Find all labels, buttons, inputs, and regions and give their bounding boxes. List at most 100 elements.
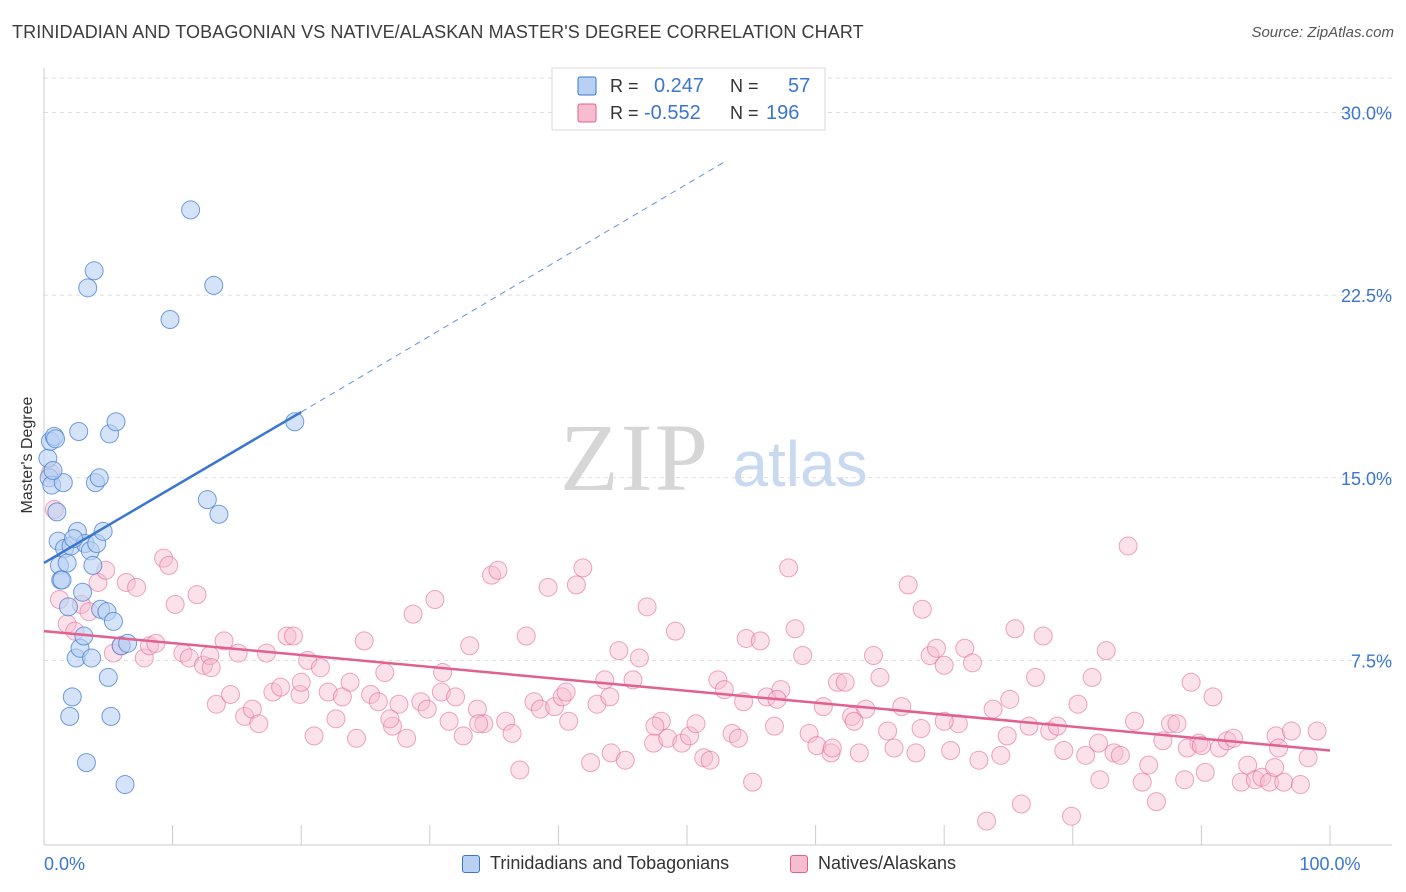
data-point-natives <box>813 697 833 717</box>
data-point-natives <box>201 658 221 678</box>
data-point-natives <box>835 672 855 692</box>
data-point-natives <box>793 646 813 666</box>
legend-item-trinidadians: Trinidadians and Tobagonians <box>462 853 729 874</box>
legend-swatch-pink <box>577 103 597 123</box>
data-point-natives <box>496 711 516 731</box>
data-point-natives <box>764 716 784 736</box>
data-point-natives <box>1191 736 1211 756</box>
data-point-natives <box>1231 772 1251 792</box>
data-point-natives <box>686 714 706 734</box>
data-point-natives <box>206 694 226 714</box>
trend-line-natives <box>43 629 1331 752</box>
legend-item-natives: Natives/Alaskans <box>790 853 956 874</box>
axes: 7.5% 15.0% 22.5% 30.0% 0.0% 100.0% <box>43 68 1392 874</box>
source-label: Source: ZipAtlas.com <box>1251 24 1394 41</box>
legend-r-label-pink: R = <box>610 103 639 123</box>
data-point-natives <box>361 684 381 704</box>
data-point-natives <box>884 738 904 758</box>
data-point-natives <box>474 714 494 734</box>
data-point-natives <box>1090 770 1110 790</box>
data-point-natives <box>1118 536 1138 556</box>
data-point-natives <box>116 572 136 592</box>
data-point-natives <box>1298 748 1318 768</box>
data-point-natives <box>926 638 946 658</box>
data-point-natives <box>672 733 692 753</box>
data-point-natives <box>708 670 728 690</box>
data-point-trinidadians <box>82 648 102 668</box>
data-point-natives <box>1076 745 1096 765</box>
legend-swatch-blue <box>577 76 597 96</box>
data-point-natives <box>291 672 311 692</box>
data-point-trinidadians <box>47 502 67 522</box>
data-point-natives <box>1274 772 1294 792</box>
data-point-natives <box>417 699 437 719</box>
data-point-natives <box>127 577 147 597</box>
data-point-natives <box>318 682 338 702</box>
data-point-natives <box>962 653 982 673</box>
data-point-trinidadians <box>209 504 229 524</box>
data-point-natives <box>969 750 989 770</box>
data-point-natives <box>920 646 940 666</box>
data-point-natives <box>290 684 310 704</box>
data-point-natives <box>863 646 883 666</box>
data-point-natives <box>912 599 932 619</box>
data-point-natives <box>1307 721 1327 741</box>
data-point-trinidadians <box>101 706 121 726</box>
legend-r-value-pink: -0.552 <box>644 102 701 124</box>
data-point-natives <box>750 631 770 651</box>
data-point-trinidadians <box>73 582 93 602</box>
data-point-natives <box>722 723 742 743</box>
data-point-natives <box>1068 694 1088 714</box>
data-point-trinidadians <box>103 611 123 631</box>
data-point-trinidadians <box>58 597 78 617</box>
data-point-natives <box>637 597 657 617</box>
watermark-atlas: atlas <box>732 428 867 500</box>
y-tick-label: 7.5% <box>1351 651 1392 671</box>
data-point-natives <box>1177 738 1197 758</box>
data-point-natives <box>389 694 409 714</box>
data-point-natives <box>488 560 508 580</box>
data-point-natives <box>566 575 586 595</box>
legend-label-trinidadians: Trinidadians and Tobagonians <box>490 853 730 873</box>
legend-series: Trinidadians and Tobagonians Natives/Ala… <box>0 853 1406 877</box>
data-point-natives <box>1082 667 1102 687</box>
data-point-natives <box>1011 794 1031 814</box>
data-point-natives <box>1181 672 1201 692</box>
data-point-natives <box>892 697 912 717</box>
data-point-natives <box>469 714 489 734</box>
trend-extension-trinidadians <box>300 160 726 413</box>
data-point-natives <box>680 726 700 746</box>
data-point-natives <box>878 721 898 741</box>
data-point-natives <box>482 565 502 585</box>
data-point-natives <box>271 677 291 697</box>
data-point-trinidadians <box>160 309 180 329</box>
data-point-natives <box>1167 714 1187 734</box>
data-point-natives <box>326 709 346 729</box>
data-point-natives <box>431 682 451 702</box>
data-point-natives <box>997 726 1017 746</box>
chart-title: TRINIDADIAN AND TOBAGONIAN VS NATIVE/ALA… <box>12 22 864 42</box>
legend-n-label-blue: N = <box>730 76 759 96</box>
data-point-trinidadians <box>60 706 80 726</box>
data-point-natives <box>1161 714 1181 734</box>
data-point-natives <box>977 811 997 831</box>
data-point-trinidadians <box>89 468 109 488</box>
data-point-natives <box>906 743 926 763</box>
trend-line-trinidadians <box>43 410 302 565</box>
data-point-natives <box>310 658 330 678</box>
data-point-natives <box>1125 711 1145 731</box>
data-point-natives <box>983 699 1003 719</box>
data-point-natives <box>214 631 234 651</box>
legend-n-value-blue: 57 <box>788 75 810 97</box>
data-point-trinidadians <box>69 421 89 441</box>
data-point-trinidadians <box>106 412 126 432</box>
data-point-natives <box>743 772 763 792</box>
data-point-trinidadians <box>52 570 72 590</box>
data-point-natives <box>304 726 324 746</box>
x-tick-label: 0.0% <box>44 854 85 874</box>
data-point-natives <box>380 709 400 729</box>
data-point-natives <box>600 687 620 707</box>
series-natives-alaskans <box>40 463 1327 831</box>
data-point-natives <box>460 636 480 656</box>
